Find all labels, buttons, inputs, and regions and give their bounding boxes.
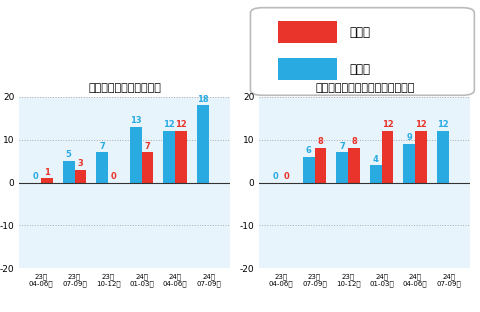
Bar	[348, 148, 360, 183]
Bar	[415, 131, 427, 183]
Text: 7: 7	[99, 142, 105, 151]
Text: 12: 12	[415, 120, 427, 129]
Bar	[63, 161, 74, 183]
Bar	[74, 170, 86, 183]
Text: 1: 1	[44, 168, 50, 177]
Text: 3: 3	[77, 159, 83, 168]
Text: 6: 6	[306, 146, 312, 155]
Title: 総受注金額指数（全国）: 総受注金額指数（全国）	[88, 83, 161, 93]
Bar	[130, 127, 142, 183]
Text: 7: 7	[339, 142, 345, 151]
FancyBboxPatch shape	[251, 8, 474, 95]
Bar	[96, 153, 108, 183]
Text: 7: 7	[144, 142, 150, 151]
Text: 実　績: 実 績	[350, 26, 371, 39]
Text: 18: 18	[197, 95, 208, 104]
Bar	[175, 131, 187, 183]
Text: 見通し: 見通し	[350, 63, 371, 76]
Text: 13: 13	[130, 116, 142, 125]
Text: 0: 0	[284, 172, 290, 181]
Bar	[142, 153, 153, 183]
Text: 8: 8	[351, 138, 357, 146]
Text: 12: 12	[382, 120, 393, 129]
Text: 12: 12	[163, 120, 175, 129]
Text: 8: 8	[317, 138, 323, 146]
Bar	[403, 144, 415, 183]
Text: 4: 4	[373, 155, 379, 163]
Bar	[382, 131, 393, 183]
Text: 12: 12	[437, 120, 449, 129]
Bar	[303, 157, 314, 183]
Title: １棟当り受注床面積指数（全国）: １棟当り受注床面積指数（全国）	[315, 83, 415, 93]
Text: 9: 9	[407, 133, 412, 142]
Text: 12: 12	[175, 120, 187, 129]
Bar	[197, 105, 209, 183]
Bar	[437, 131, 449, 183]
Text: 0: 0	[32, 172, 38, 181]
Bar	[41, 178, 53, 183]
Text: 0: 0	[272, 172, 278, 181]
Text: 5: 5	[66, 150, 72, 159]
Text: 0: 0	[111, 172, 117, 181]
Bar	[163, 131, 175, 183]
Bar	[370, 165, 382, 183]
FancyBboxPatch shape	[278, 21, 337, 43]
FancyBboxPatch shape	[278, 58, 337, 80]
Bar	[336, 153, 348, 183]
Bar	[314, 148, 326, 183]
